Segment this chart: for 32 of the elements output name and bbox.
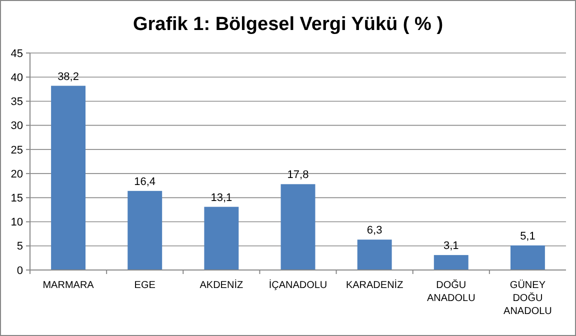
data-label: 17,8 xyxy=(287,169,309,182)
bar xyxy=(51,86,86,270)
y-tick-label: 40 xyxy=(10,72,23,84)
y-tick-label: 5 xyxy=(16,240,23,253)
y-tick-label: 30 xyxy=(10,120,23,132)
y-tick-label: 0 xyxy=(16,264,23,277)
x-tick-label: KARADENİZ xyxy=(346,279,404,291)
bar xyxy=(128,190,162,270)
data-label: 13,1 xyxy=(210,192,232,204)
x-tick-label: EGE xyxy=(134,280,156,291)
bar xyxy=(280,184,316,270)
x-tick-label: MARMARA xyxy=(42,280,94,291)
data-label: 5,1 xyxy=(520,230,536,242)
x-tick-label: GÜNEY DOĞU ANADOLU xyxy=(504,279,552,317)
x-tick-label: AKDENİZ xyxy=(200,279,244,291)
y-tick-label: 20 xyxy=(10,168,23,180)
y-tick-label: 10 xyxy=(10,216,23,229)
bar xyxy=(510,245,545,270)
data-label: 38,2 xyxy=(58,70,79,83)
x-tick-label: İÇANADOLU xyxy=(268,279,328,291)
data-label: 6,3 xyxy=(366,224,382,237)
y-tick-label: 25 xyxy=(10,144,23,156)
chart-title: Grafik 1: Bölgesel Vergi Yükü ( % ) xyxy=(132,14,444,35)
x-tick-label: DOĞU ANADOLU xyxy=(426,279,476,304)
y-tick-label: 45 xyxy=(10,48,23,60)
data-label: 3,1 xyxy=(443,240,459,252)
bar xyxy=(434,255,468,270)
y-tick-label: 35 xyxy=(10,96,23,108)
bar xyxy=(357,240,392,270)
data-label: 16,4 xyxy=(134,176,156,188)
y-tick-label: 15 xyxy=(10,192,23,205)
bar xyxy=(204,206,239,270)
